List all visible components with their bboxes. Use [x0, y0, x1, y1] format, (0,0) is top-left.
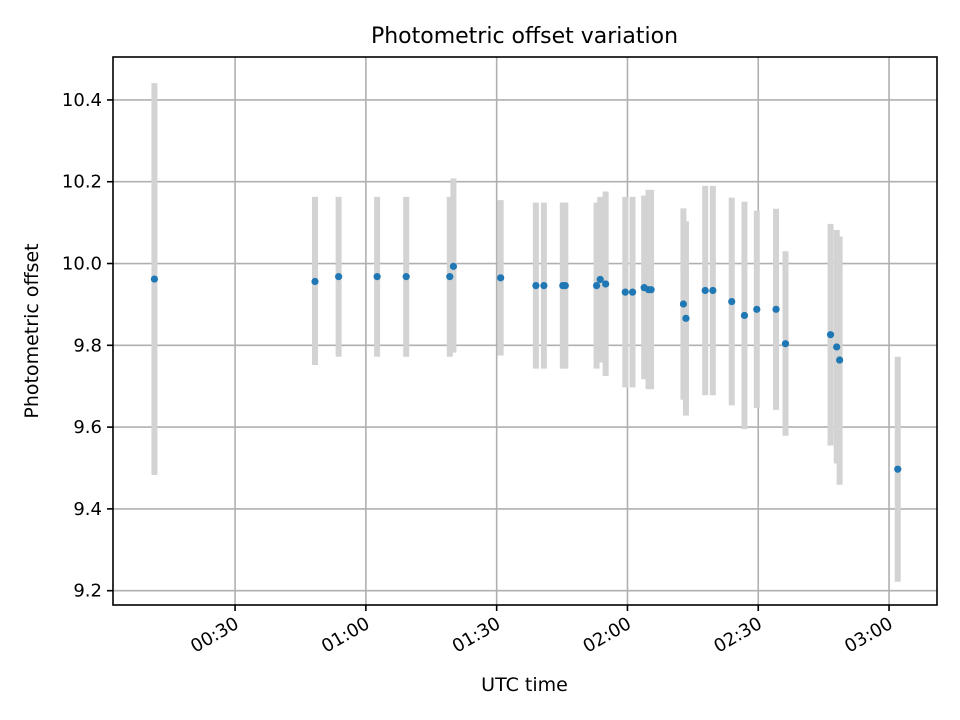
data-point — [373, 273, 381, 281]
data-point — [602, 280, 610, 288]
y-axis-label: Photometric offset — [21, 243, 43, 418]
data-point — [753, 305, 761, 313]
data-point — [402, 273, 410, 281]
data-point — [781, 340, 790, 348]
data-point — [621, 288, 629, 296]
x-tick-label: 03:00 — [841, 613, 896, 657]
y-tick-label: 9.2 — [73, 581, 102, 602]
data-point — [894, 465, 902, 473]
point-layer — [150, 262, 902, 473]
data-point — [772, 305, 780, 313]
data-point — [647, 286, 655, 294]
data-point — [150, 275, 159, 283]
y-tick-label: 9.8 — [73, 335, 102, 356]
data-point — [679, 300, 688, 308]
grid-layer — [113, 57, 937, 605]
x-tick-label: 02:30 — [710, 613, 765, 657]
data-point — [628, 288, 637, 296]
chart-title: Photometric offset variation — [371, 24, 678, 49]
data-point — [561, 282, 569, 290]
data-point — [540, 282, 548, 290]
tick-layer: 9.2 9.4 9.6 9.8 10.0 10.2 10.4 00:30 01:00 01:30 0… — [62, 90, 897, 657]
plot-frame — [112, 56, 938, 606]
x-tick-label: 00:30 — [187, 613, 242, 657]
x-tick-label: 01:30 — [449, 613, 504, 657]
data-point — [740, 311, 749, 320]
y-tick-label: 10.0 — [62, 254, 102, 275]
x-tick-label: 01:00 — [318, 613, 373, 657]
data-point — [335, 273, 343, 281]
data-point — [833, 343, 841, 351]
y-tick-label: 10.4 — [62, 90, 102, 111]
data-point — [446, 273, 454, 281]
data-point — [532, 282, 540, 290]
y-tick-label: 9.4 — [73, 499, 102, 520]
data-point — [596, 275, 604, 284]
x-axis-label: UTC time — [481, 674, 568, 696]
data-point — [449, 262, 458, 270]
errorbar-layer — [151, 83, 901, 582]
x-tick-label: 02:00 — [580, 613, 635, 657]
data-point — [592, 282, 601, 290]
data-point — [682, 314, 690, 322]
data-point — [826, 331, 835, 339]
data-point — [728, 297, 736, 306]
data-point — [709, 286, 717, 295]
y-tick-label: 10.2 — [62, 172, 102, 193]
data-point — [701, 286, 709, 295]
y-tick-label: 9.6 — [73, 417, 102, 438]
data-point — [497, 274, 505, 282]
data-point — [311, 277, 319, 286]
data-point — [836, 356, 844, 364]
